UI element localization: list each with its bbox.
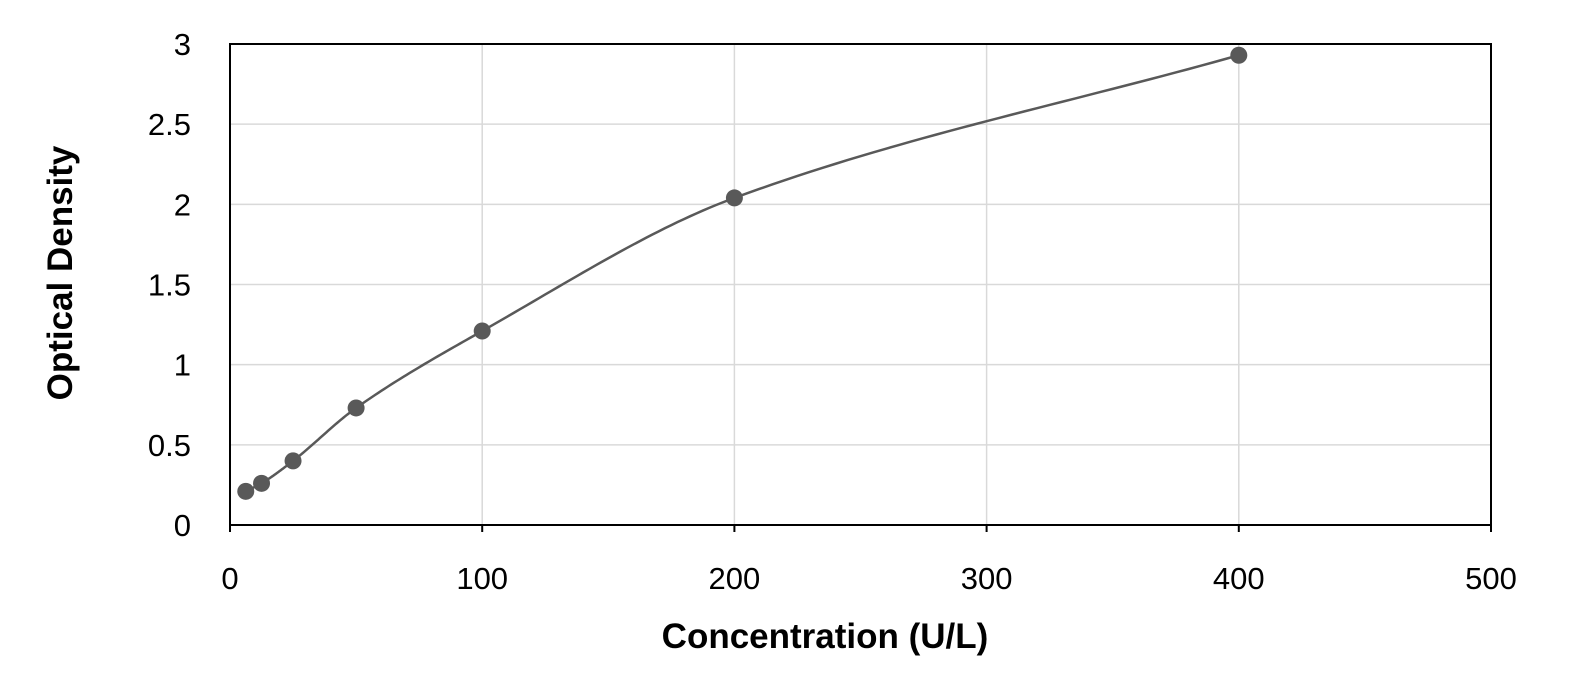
gridlines xyxy=(230,44,1491,525)
data-point xyxy=(237,483,254,500)
x-axis-tick-labels: 0 100 200 300 400 500 xyxy=(221,561,1516,596)
fit-curve-line xyxy=(246,55,1239,491)
y-axis-tick-labels: 0 0.5 1 1.5 2 2.5 3 xyxy=(148,27,191,543)
y-tick-label: 0.5 xyxy=(148,428,191,463)
y-tick-label: 0 xyxy=(174,508,191,543)
data-point xyxy=(1230,47,1247,64)
x-axis-title: Concentration (U/L) xyxy=(662,617,989,656)
data-point xyxy=(348,399,365,416)
data-point xyxy=(285,452,302,469)
x-tick-label: 0 xyxy=(221,561,238,596)
x-tick-label: 500 xyxy=(1465,561,1517,596)
x-tick-label: 100 xyxy=(456,561,508,596)
y-axis-title: Optical Density xyxy=(41,145,80,400)
y-tick-label: 1.5 xyxy=(148,268,191,303)
axis-ticks xyxy=(230,525,1491,532)
y-tick-label: 3 xyxy=(174,27,191,62)
x-tick-label: 300 xyxy=(961,561,1013,596)
y-tick-label: 1 xyxy=(174,348,191,383)
data-points xyxy=(237,47,1247,500)
data-point xyxy=(726,189,743,206)
data-point xyxy=(474,322,491,339)
data-point xyxy=(253,475,270,492)
y-tick-label: 2.5 xyxy=(148,107,191,142)
y-tick-label: 2 xyxy=(174,187,191,222)
x-tick-label: 200 xyxy=(709,561,761,596)
x-tick-label: 400 xyxy=(1213,561,1265,596)
